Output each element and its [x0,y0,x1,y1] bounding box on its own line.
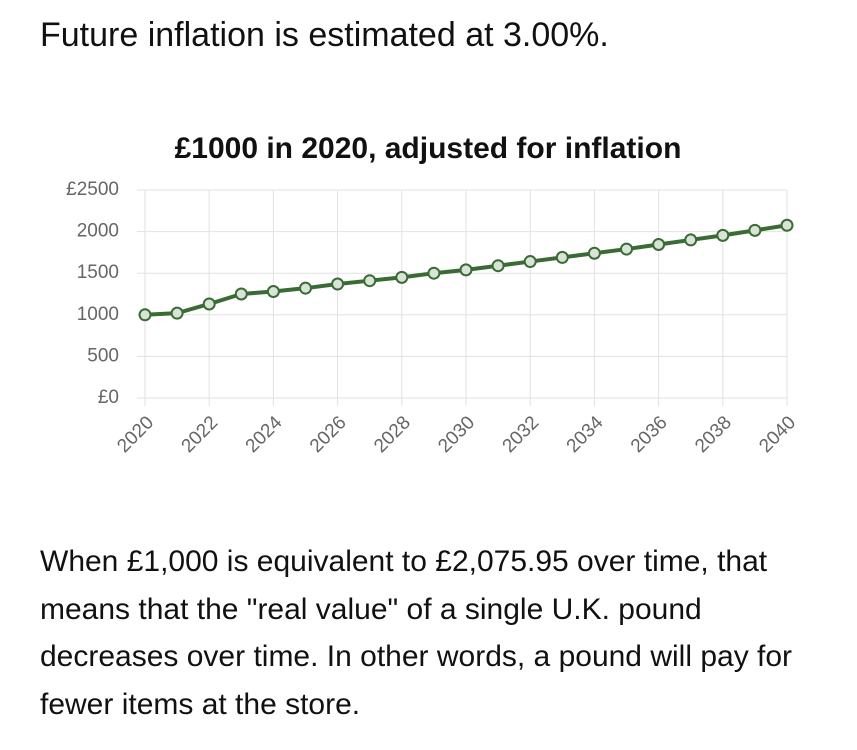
point [587,246,601,260]
x-tick-label: 2026 [306,412,351,457]
x-tick-label: 2022 [178,412,223,457]
x-tick-label: 2038 [691,412,736,457]
y-tick-label: 1000 [77,304,119,325]
paragraph: When £1,000 is equivalent to £2,075.95 o… [40,545,793,721]
point [780,218,794,232]
point [363,274,377,288]
point [555,250,569,264]
point [748,223,762,237]
point [299,281,312,295]
point [652,237,666,251]
chart: £1000 in 2020, adjusted for inflation £0… [66,132,800,457]
x-tick-label: 2036 [627,412,672,457]
point [395,270,409,284]
point [234,287,248,301]
y-tick-label: 2000 [77,221,119,242]
chart-title: £1000 in 2020, adjusted for inflation [175,132,682,165]
y-tick-label: 1500 [77,262,119,283]
x-tick-label: 2020 [113,412,158,457]
point [202,297,216,311]
point [716,228,730,242]
point [427,266,441,280]
point [170,306,184,320]
point [138,308,152,322]
x-tick-label: 2028 [370,412,415,457]
y-tick-label: £0 [98,387,119,408]
point [331,277,345,291]
x-tick-label: 2030 [434,412,479,457]
x-tick-label: 2034 [563,412,608,457]
point [266,285,280,299]
point [491,259,505,273]
point [523,255,537,269]
point [684,233,698,247]
intro-text: Future inflation is estimated at 3.00%. [40,16,609,54]
point [620,242,633,256]
y-tick-label: 500 [87,345,119,366]
x-tick-label: 2024 [242,412,287,457]
x-tick-label: 2032 [499,412,544,457]
y-tick-label: £2500 [66,179,119,200]
point [459,263,473,277]
x-tick-label: 2040 [755,412,800,457]
